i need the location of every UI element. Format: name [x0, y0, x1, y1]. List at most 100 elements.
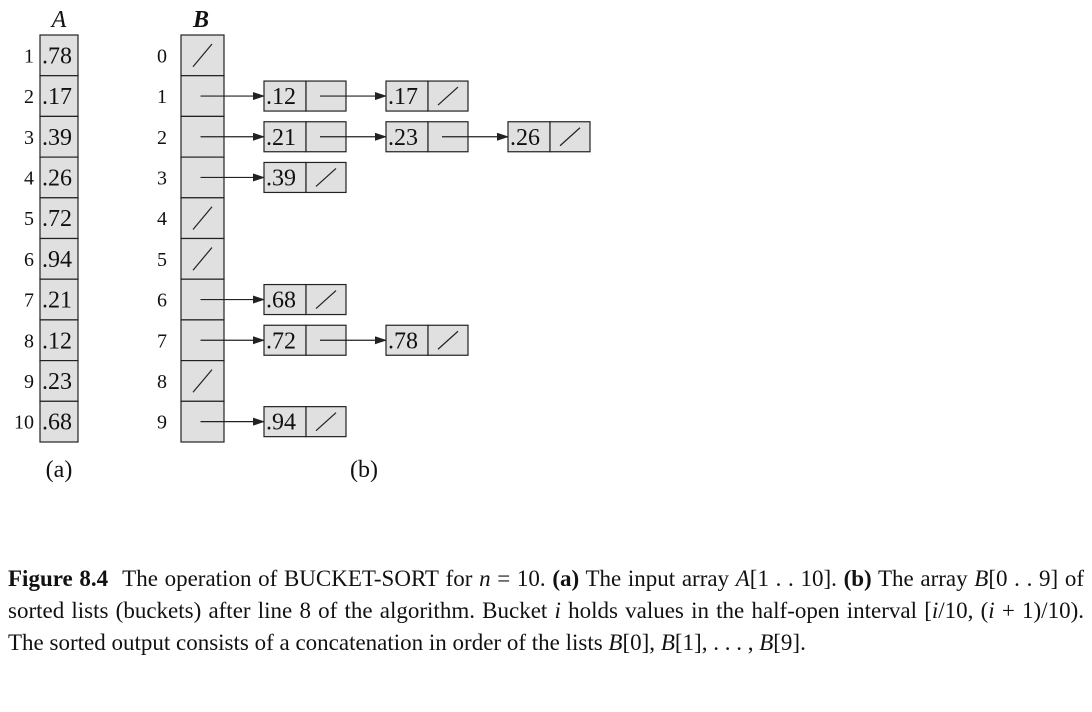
list-node-value-cell: [385, 80, 429, 112]
subfigure-a-label: (a): [46, 457, 73, 483]
caption-variable: A: [735, 566, 750, 591]
caption-variable: B: [759, 630, 774, 655]
list-node-value-cell: [385, 324, 429, 356]
bucket-sort-figure: A B .78 1 .17 2 .39 3 .26 4 .72 5 .94 6 .21 7 .12 8 .23 9…: [14, 7, 591, 483]
list-node-value: .72: [266, 328, 296, 354]
nil-slash: [192, 247, 213, 271]
array-a-index: 5: [24, 208, 34, 230]
array-a-value: .72: [42, 206, 72, 232]
list-node-value-cell: [263, 80, 307, 112]
array-a-index: 1: [24, 45, 34, 67]
bucket-lists: .12 .17 .21 .23 .26 .39 .68 .72 .78 .94: [200, 80, 591, 438]
caption-text: [1], . . . ,: [674, 630, 760, 655]
nil-slash: [192, 43, 213, 68]
caption-figure-label: Figure 8.4: [8, 566, 109, 591]
caption-text: = 10.: [490, 566, 553, 591]
caption-variable: B: [660, 630, 675, 655]
list-node-value: .68: [266, 288, 296, 314]
nil-slash: [315, 168, 337, 187]
array-a-cell: [39, 75, 79, 117]
caption-text: The input array: [579, 566, 736, 591]
array-a-value: .94: [42, 247, 72, 273]
array-a-index: 8: [24, 330, 34, 352]
caption-text: /10, (: [938, 598, 989, 623]
array-b-index: 5: [157, 249, 167, 271]
array-b-index: 3: [157, 167, 167, 189]
caption-text: [9].: [773, 630, 806, 655]
list-node-value: .23: [388, 125, 418, 151]
caption-text: [1 . . 10].: [749, 566, 844, 591]
array-a-value: .17: [42, 84, 72, 110]
array-b-index: 4: [157, 208, 167, 230]
caption-text: The array: [871, 566, 975, 591]
caption-text: + 1)/10). The sorted output consists of …: [8, 598, 1084, 655]
array-b-title: B: [192, 7, 209, 33]
array-b-index: 9: [157, 412, 167, 434]
nil-slash: [315, 412, 337, 432]
array-a-cell: [39, 156, 79, 199]
caption-text: The operation of: [122, 566, 284, 591]
array-a-cell: [39, 34, 79, 77]
array-b-index: 6: [157, 290, 167, 312]
caption-text: [0 . . 9] of sorted lists (buckets) afte…: [8, 566, 1085, 623]
caption-text: holds values in the half-open interval [: [560, 598, 932, 623]
array-a-cell: [39, 237, 79, 280]
array-a-value: .12: [42, 328, 72, 354]
array-a-index: 7: [24, 290, 34, 312]
list-node-value: .26: [510, 125, 540, 151]
array-a-index: 9: [24, 371, 34, 393]
list-node-value: .12: [266, 84, 296, 110]
list-node-value-cell: [263, 121, 307, 153]
array-a-value: .23: [42, 369, 72, 395]
caption-variable: i: [554, 598, 561, 623]
list-node-next-cell: [305, 406, 347, 438]
array-b-index: 1: [157, 86, 167, 108]
array-a-value: .26: [42, 165, 72, 191]
caption-variable: B: [974, 566, 989, 591]
list-node-value: .17: [388, 84, 418, 110]
caption-text: [0],: [622, 630, 661, 655]
nil-slash: [437, 330, 459, 350]
array-a-cell: [39, 319, 79, 362]
list-node-value-cell: [385, 121, 429, 153]
list-node-value: .21: [266, 125, 296, 151]
array-a-value: .21: [42, 288, 72, 314]
nil-slash: [437, 86, 459, 106]
list-node-value-cell: [263, 283, 307, 316]
subfigure-b-label: (b): [350, 457, 378, 483]
array-a-index: 6: [24, 249, 34, 271]
figure-caption: Figure 8.4 The operation of BUCKET-SORT f…: [8, 563, 1084, 659]
caption-variable: i: [988, 598, 995, 623]
array-a-cell: [39, 400, 79, 443]
nil-slash: [192, 369, 213, 393]
array-a-value: .78: [42, 43, 72, 69]
array-a: .78 1 .17 2 .39 3 .26 4 .72 5 .94 6 .21 7 .12 8 .23 9 .68 1…: [14, 34, 79, 443]
nil-slash: [315, 290, 337, 309]
nil-slash: [559, 127, 581, 147]
caption-part-a: (a): [552, 566, 580, 591]
list-node-value: .78: [388, 328, 418, 354]
caption-variable: n: [479, 566, 491, 591]
array-a-index: 2: [24, 86, 34, 108]
array-a-index: 4: [24, 167, 34, 189]
list-node-value: .94: [266, 410, 296, 436]
array-b-index: 7: [157, 330, 167, 352]
list-node-value-cell: [263, 161, 307, 194]
array-a-index: 3: [24, 127, 34, 149]
array-b-index: 0: [157, 45, 167, 67]
caption-text: for: [438, 566, 480, 591]
array-a-index: 10: [14, 412, 34, 434]
caption-variable: i: [931, 598, 939, 623]
array-b-index: 2: [157, 127, 167, 149]
list-node-value: .39: [266, 165, 296, 191]
list-node-value-cell: [507, 121, 551, 153]
caption-algorithm-name: BUCKET-SORT: [283, 566, 439, 591]
array-a-value: .39: [42, 125, 72, 151]
nil-slash: [192, 206, 213, 230]
array-a-value: .68: [42, 410, 72, 436]
array-b-index: 8: [157, 371, 167, 393]
array-a-title: A: [50, 7, 67, 33]
caption-part-b: (b): [843, 566, 872, 591]
caption-variable: B: [608, 630, 623, 655]
list-node-value-cell: [263, 324, 307, 356]
